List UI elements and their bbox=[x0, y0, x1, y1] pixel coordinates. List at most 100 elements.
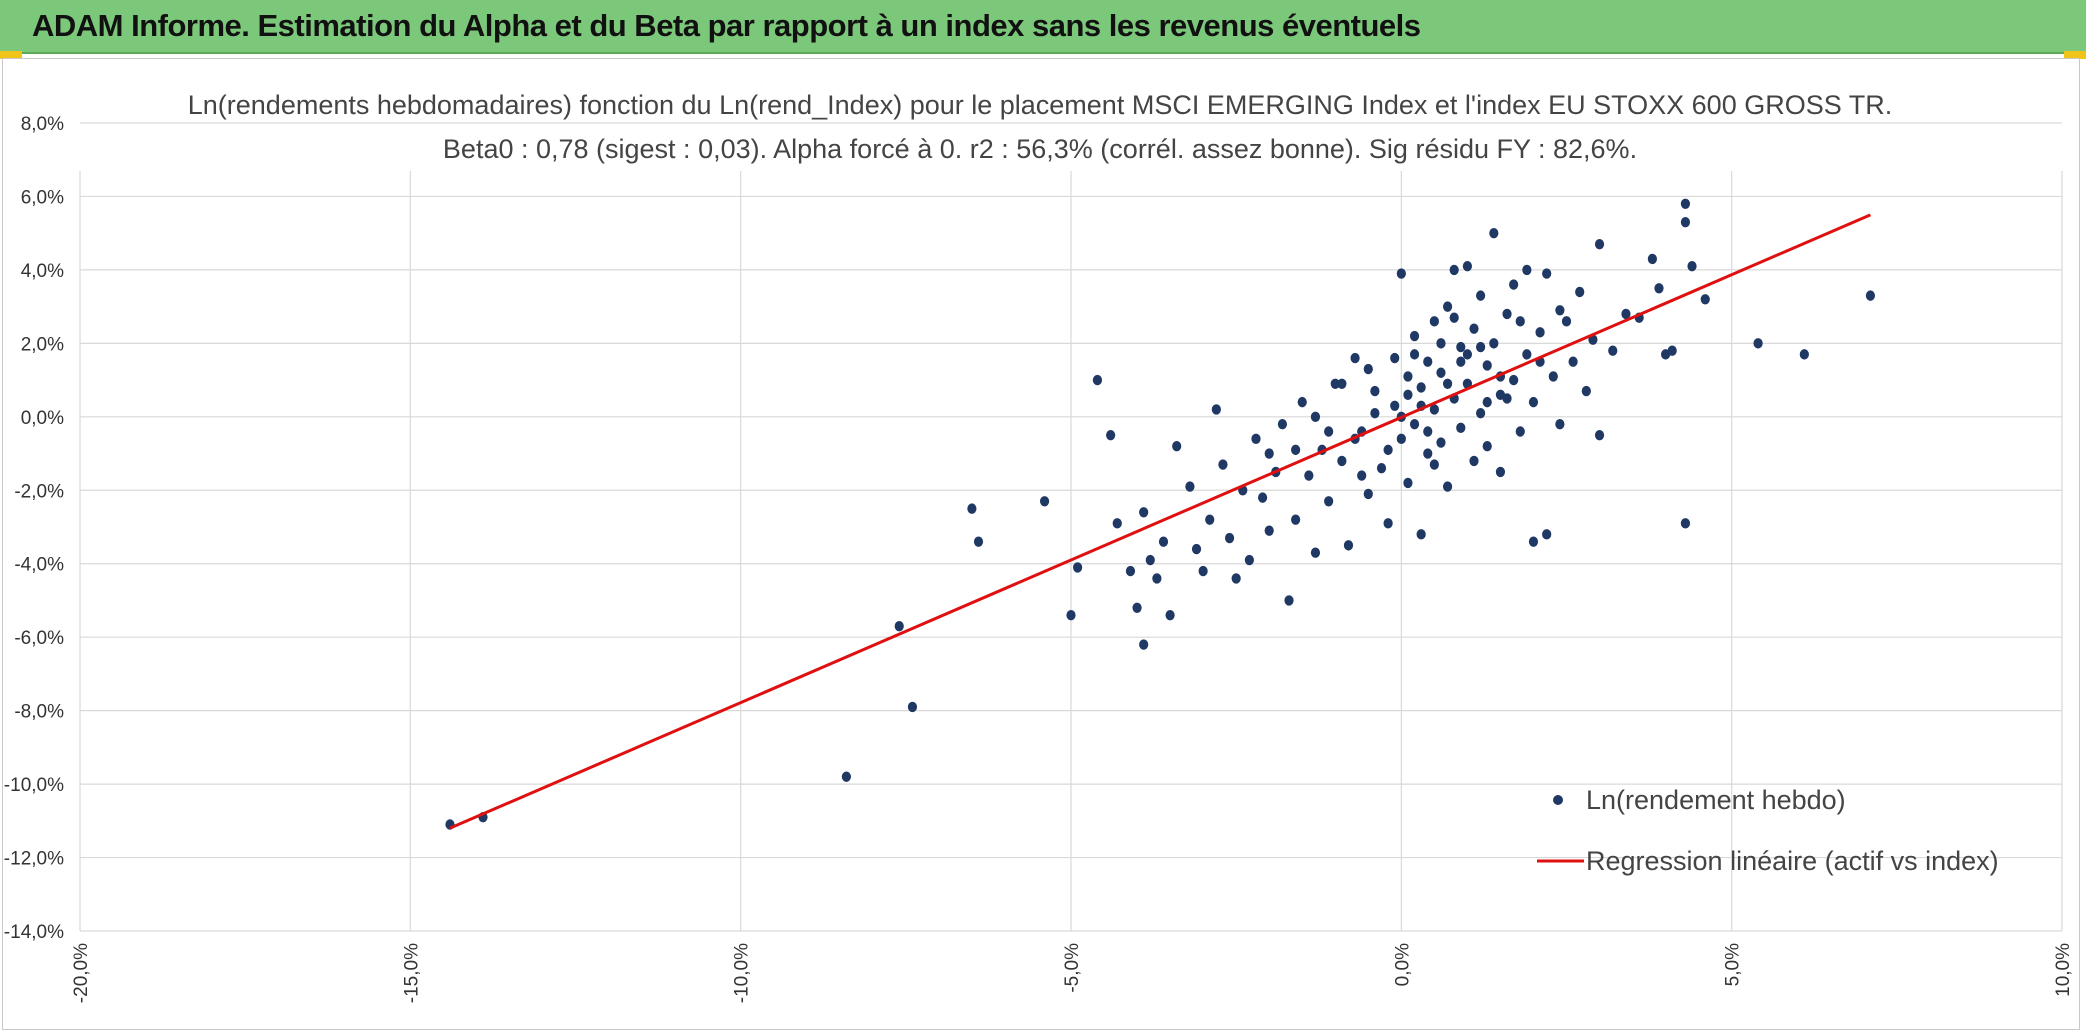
y-tick-label: -4,0% bbox=[14, 555, 64, 576]
data-point bbox=[1495, 466, 1506, 478]
data-point bbox=[1456, 356, 1466, 367]
chart-title: Ln(rendements hebdomadaires) fonction du… bbox=[188, 90, 1892, 120]
data-point bbox=[1522, 349, 1532, 360]
data-point bbox=[1561, 316, 1572, 327]
corner-marker-right bbox=[2064, 51, 2086, 59]
y-axis-ticks: 8,0% 6,0% 4,0% 2,0% 0,0% -2,0% -4,0% -6,0% -8,0%… bbox=[4, 114, 64, 943]
data-point bbox=[1370, 385, 1380, 397]
legend-label-regression: Regression linéaire (actif vs index) bbox=[1586, 846, 1999, 876]
data-point bbox=[1244, 554, 1254, 566]
data-point bbox=[1449, 264, 1459, 276]
data-point bbox=[894, 620, 904, 632]
data-point bbox=[1324, 496, 1334, 507]
legend-label-points: Ln(rendement hebdo) bbox=[1586, 785, 1846, 815]
data-point bbox=[1687, 261, 1697, 272]
data-point bbox=[1502, 308, 1512, 320]
data-point bbox=[1403, 477, 1413, 489]
y-tick-label: -12,0% bbox=[4, 849, 64, 870]
data-point bbox=[1423, 448, 1433, 459]
x-tick-label: 5,0% bbox=[1723, 943, 1744, 986]
y-tick-label: 4,0% bbox=[21, 261, 64, 282]
data-point bbox=[1231, 573, 1241, 584]
y-tick-label: 2,0% bbox=[21, 334, 64, 355]
data-point bbox=[1403, 389, 1413, 400]
regression-line bbox=[449, 213, 1872, 830]
data-point bbox=[1442, 301, 1453, 312]
data-point bbox=[1476, 407, 1486, 419]
data-point bbox=[1211, 404, 1221, 415]
data-point bbox=[1429, 459, 1439, 470]
data-point bbox=[1608, 345, 1618, 356]
x-tick-label: -5,0% bbox=[1062, 943, 1083, 993]
legend: Ln(rendement hebdo) Regression linéaire … bbox=[1537, 785, 1999, 876]
data-point bbox=[1403, 371, 1413, 382]
data-point bbox=[1700, 294, 1710, 305]
data-point bbox=[1363, 363, 1373, 375]
data-point bbox=[1515, 316, 1525, 327]
data-point bbox=[1436, 338, 1446, 349]
data-point bbox=[1409, 330, 1420, 342]
data-point bbox=[1337, 455, 1347, 467]
data-point bbox=[1594, 429, 1605, 441]
data-point bbox=[1383, 518, 1393, 529]
data-point bbox=[1469, 455, 1479, 467]
data-point bbox=[1568, 356, 1578, 367]
data-point bbox=[973, 536, 984, 547]
data-point bbox=[1654, 283, 1664, 294]
data-point bbox=[1158, 536, 1169, 547]
data-point bbox=[1436, 437, 1446, 448]
data-point bbox=[1442, 481, 1453, 492]
data-point bbox=[1224, 532, 1235, 544]
data-point bbox=[1390, 400, 1400, 411]
data-point bbox=[1753, 338, 1763, 349]
data-point bbox=[1476, 341, 1486, 353]
data-point bbox=[1528, 536, 1539, 547]
data-point bbox=[1423, 356, 1433, 367]
grid bbox=[79, 122, 2063, 932]
x-tick-label: -20,0% bbox=[71, 943, 92, 1003]
data-point bbox=[1257, 492, 1268, 503]
data-point bbox=[1185, 481, 1195, 492]
data-point bbox=[1112, 518, 1122, 529]
data-point bbox=[1396, 268, 1406, 279]
data-point bbox=[1555, 418, 1565, 430]
data-point bbox=[1442, 378, 1453, 389]
data-point bbox=[1555, 305, 1565, 316]
data-point bbox=[1482, 396, 1492, 408]
data-point bbox=[1667, 345, 1677, 356]
data-point bbox=[1429, 404, 1439, 415]
data-point bbox=[1297, 396, 1307, 408]
data-point bbox=[1416, 382, 1426, 393]
scatter-points bbox=[445, 198, 1876, 830]
data-point bbox=[1383, 444, 1393, 456]
data-point bbox=[1125, 565, 1136, 577]
data-point bbox=[1264, 525, 1274, 536]
data-point bbox=[1456, 422, 1466, 434]
data-point bbox=[1145, 554, 1155, 566]
data-point bbox=[1310, 411, 1321, 423]
data-point bbox=[1277, 418, 1288, 430]
y-tick-label: -10,0% bbox=[4, 775, 64, 796]
data-point bbox=[1489, 338, 1499, 349]
data-point bbox=[1324, 426, 1334, 437]
x-axis-ticks: -20,0% -15,0% -10,0% -5,0% 0,0% 5,0% 10,0% bbox=[71, 943, 2074, 1003]
data-point bbox=[1106, 429, 1116, 441]
data-point bbox=[1542, 529, 1552, 540]
data-point bbox=[1363, 488, 1373, 500]
chart-frame bbox=[2, 58, 2080, 1030]
data-point bbox=[1139, 507, 1149, 518]
header-banner: ADAM Informe. Estimation du Alpha et du … bbox=[0, 0, 2086, 54]
data-point bbox=[1198, 565, 1208, 577]
data-point bbox=[1462, 261, 1472, 272]
y-tick-label: -2,0% bbox=[14, 481, 64, 502]
x-tick-label: -15,0% bbox=[401, 943, 422, 1003]
data-point bbox=[1390, 352, 1400, 364]
data-point bbox=[1310, 547, 1321, 558]
data-point bbox=[907, 701, 918, 713]
data-point bbox=[1865, 290, 1876, 301]
data-point bbox=[1152, 573, 1162, 584]
data-point bbox=[1528, 396, 1539, 408]
y-tick-label: -14,0% bbox=[4, 922, 64, 943]
data-point bbox=[1799, 349, 1809, 360]
